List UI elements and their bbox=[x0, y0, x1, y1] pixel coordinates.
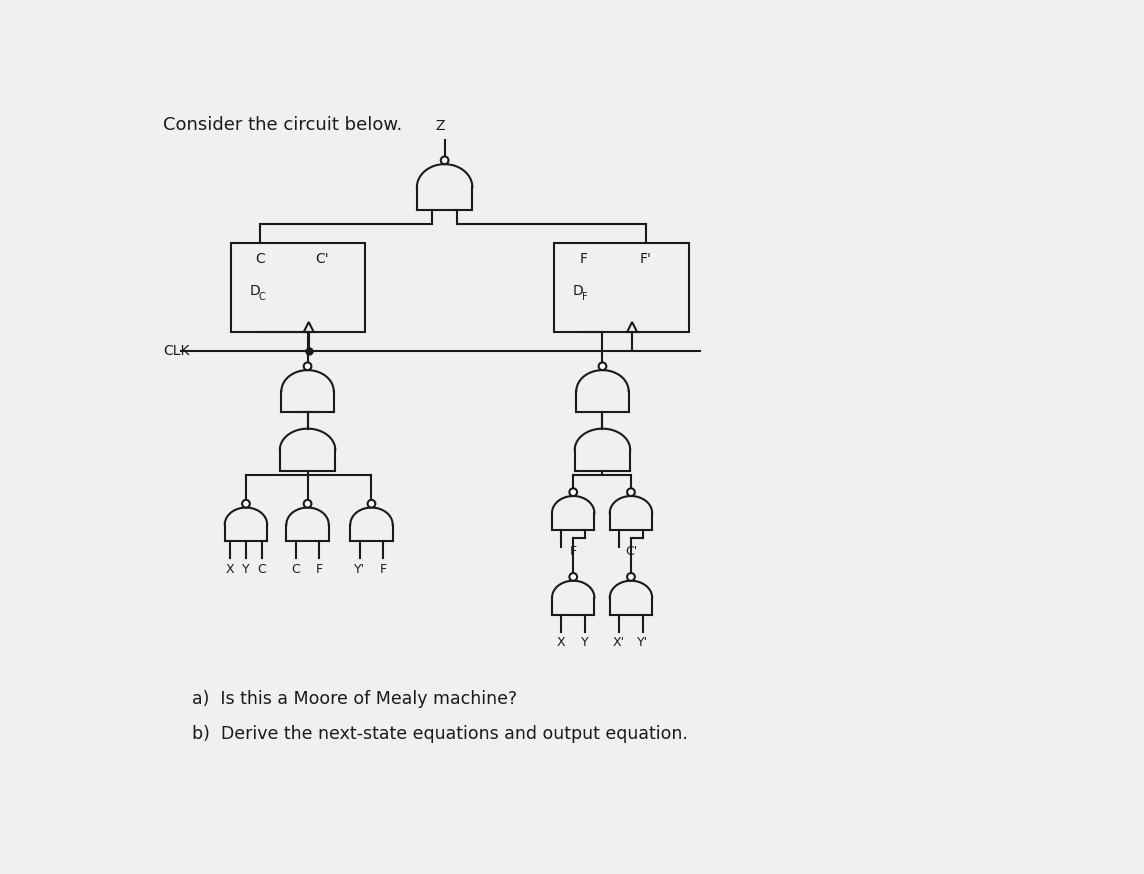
Bar bbox=[231, 244, 365, 332]
Text: D: D bbox=[249, 284, 260, 298]
Text: Y': Y' bbox=[637, 636, 649, 649]
Circle shape bbox=[303, 363, 311, 371]
Text: F: F bbox=[580, 252, 588, 266]
Text: C': C' bbox=[625, 545, 637, 558]
Circle shape bbox=[598, 363, 606, 371]
Circle shape bbox=[627, 489, 635, 496]
Text: Y: Y bbox=[581, 636, 589, 649]
Text: C': C' bbox=[316, 252, 329, 266]
Text: F': F' bbox=[639, 252, 652, 266]
Text: b)  Derive the next-state equations and output equation.: b) Derive the next-state equations and o… bbox=[192, 725, 688, 743]
Text: C: C bbox=[255, 252, 265, 266]
Text: F: F bbox=[570, 545, 577, 558]
Text: a)  Is this a Moore of Mealy machine?: a) Is this a Moore of Mealy machine? bbox=[192, 690, 517, 708]
Bar bbox=[554, 244, 689, 332]
Text: CLK: CLK bbox=[162, 344, 189, 358]
Circle shape bbox=[243, 500, 249, 508]
Text: C: C bbox=[259, 293, 265, 302]
Text: Y: Y bbox=[243, 563, 249, 576]
Text: F: F bbox=[380, 563, 387, 576]
Text: Z: Z bbox=[435, 120, 445, 134]
Circle shape bbox=[367, 500, 375, 508]
Text: C: C bbox=[292, 563, 300, 576]
Text: X: X bbox=[225, 563, 235, 576]
Circle shape bbox=[627, 573, 635, 580]
Text: X': X' bbox=[613, 636, 625, 649]
Text: Y': Y' bbox=[353, 563, 365, 576]
Text: F: F bbox=[582, 293, 588, 302]
Text: C: C bbox=[257, 563, 267, 576]
Circle shape bbox=[303, 500, 311, 508]
Circle shape bbox=[440, 156, 448, 164]
Circle shape bbox=[570, 573, 577, 580]
Text: D: D bbox=[573, 284, 583, 298]
Text: F: F bbox=[316, 563, 323, 576]
Circle shape bbox=[570, 489, 577, 496]
Text: X: X bbox=[557, 636, 565, 649]
Text: Consider the circuit below.: Consider the circuit below. bbox=[162, 116, 402, 135]
